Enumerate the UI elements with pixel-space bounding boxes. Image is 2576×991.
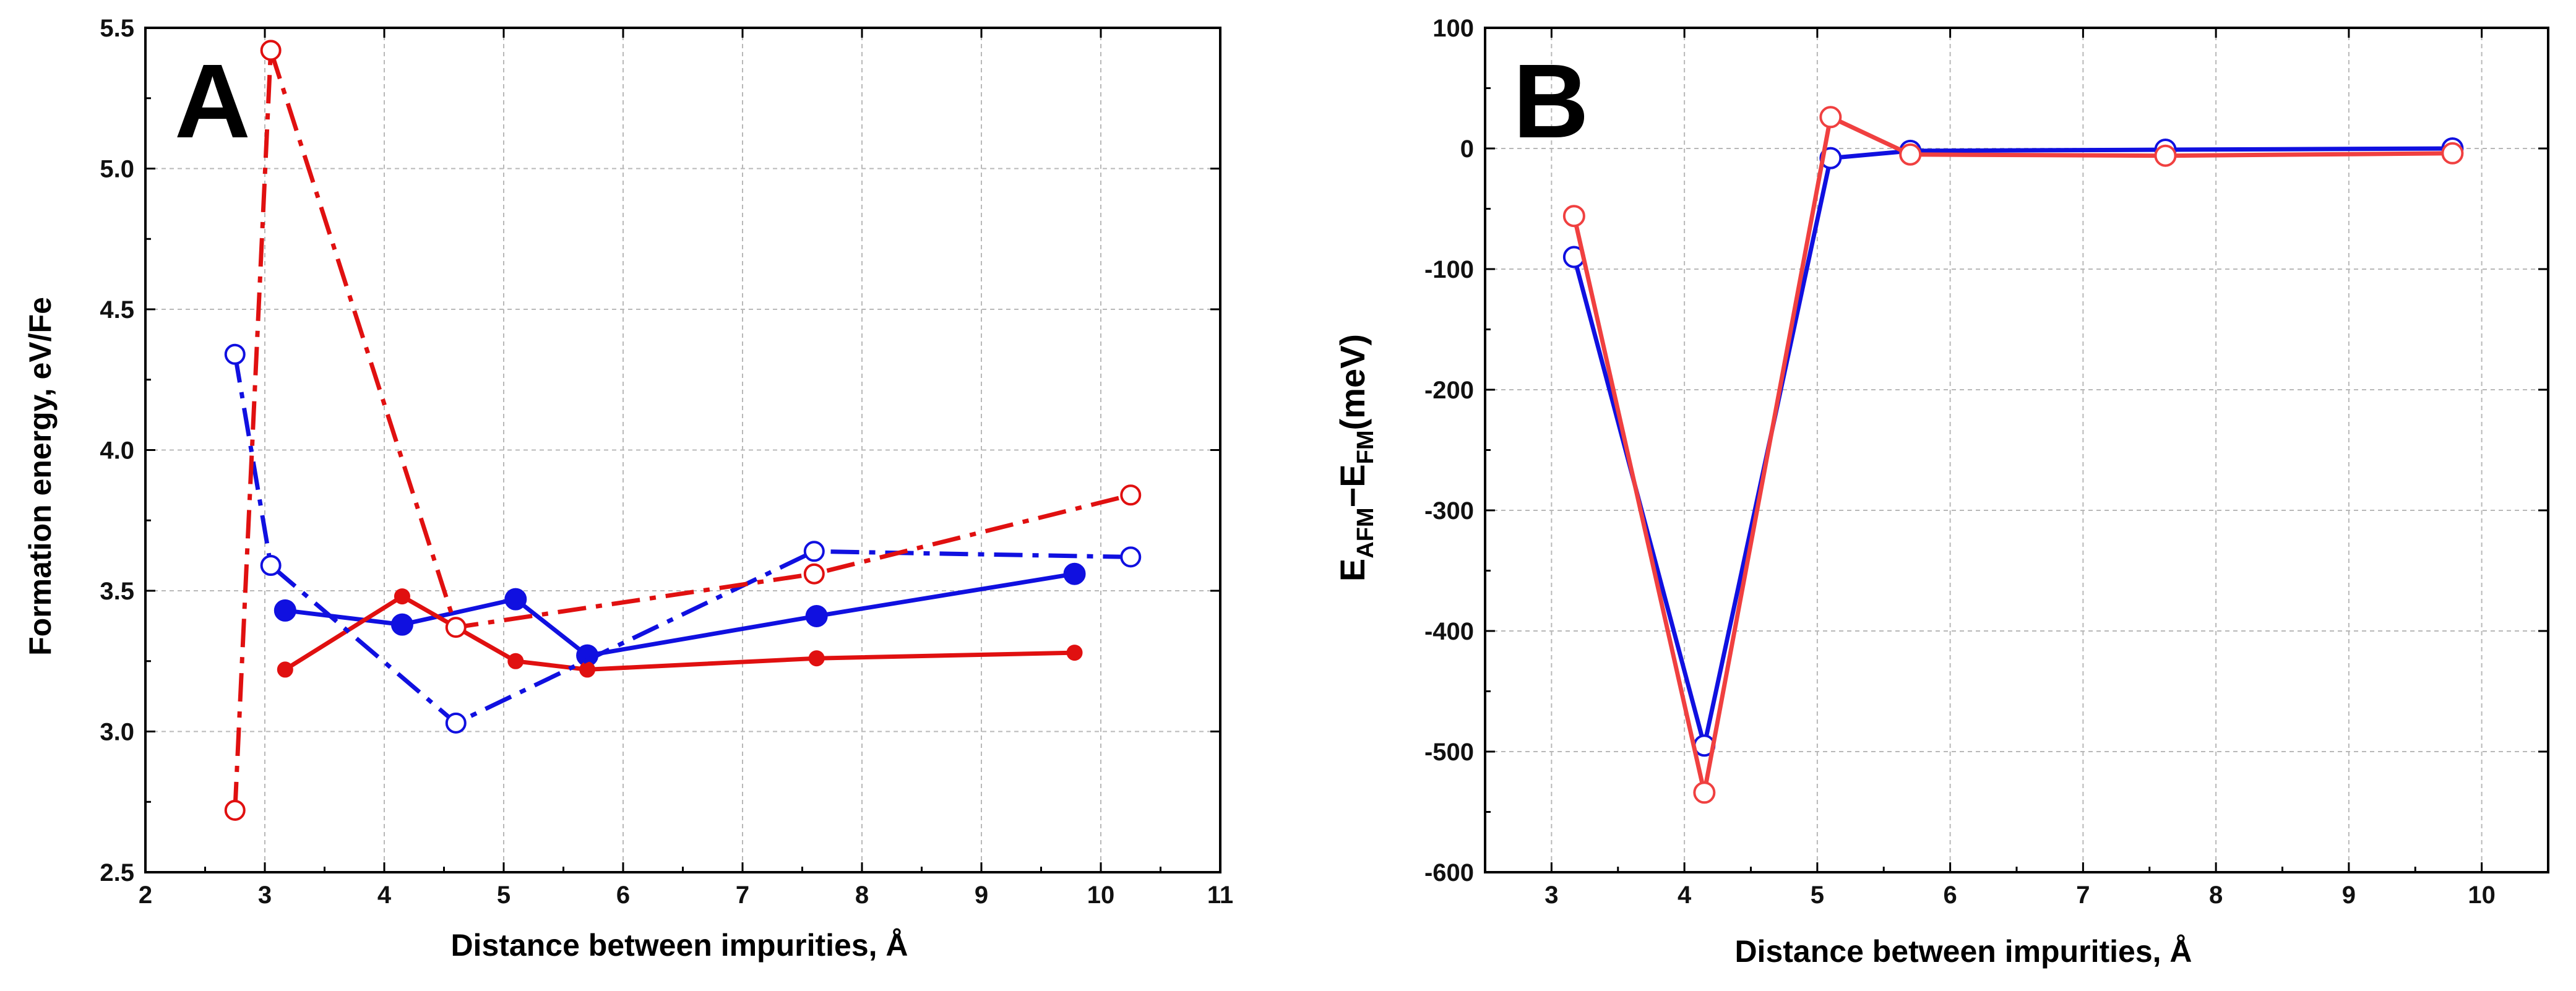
- data-point-a-blue-dashdot-open-1: [260, 555, 282, 577]
- data-point-a-blue-dashdot-open-3: [803, 541, 825, 562]
- data-point-b-red-1: [1693, 781, 1716, 804]
- data-point-a-red-solid-filled-0: [277, 661, 293, 678]
- grid-b: [1485, 28, 2548, 872]
- data-point-a-blue-dashdot-open-2: [445, 712, 467, 734]
- x-tick-labels-b: 3 4 5 6 7 8 9 10: [1544, 882, 2496, 909]
- y-tick-label-a-3: 4.0: [100, 437, 134, 465]
- y-tick-labels-a: 2.5 3.0 3.5 4.0 4.5 5.0 5.5: [100, 15, 134, 886]
- data-point-a-blue-solid-filled-0: [274, 599, 296, 622]
- series-line-b-red: [1572, 114, 2453, 795]
- x-tick-label-a-1: 3: [258, 882, 272, 909]
- ticks-b: [1485, 27, 2548, 873]
- x-tick-label-b-6: 9: [2342, 882, 2356, 909]
- data-point-a-blue-solid-filled-5: [1063, 562, 1086, 585]
- x-tick-label-a-4: 6: [616, 882, 630, 909]
- data-point-b-red-5: [2441, 142, 2464, 165]
- y-label-b-mid: −E: [1333, 464, 1372, 507]
- data-point-a-blue-solid-filled-2: [504, 588, 527, 611]
- y-label-b-sub2: FM: [1353, 430, 1379, 464]
- chart-panel-a: 2 3 4 5 6 7 8 9 10 11 2.5 3.0 3.5 4.0 4.5 5.0 5.5 A Dis…: [23, 15, 1233, 963]
- x-tick-label-b-4: 7: [2076, 882, 2090, 909]
- data-point-b-red-0: [1562, 205, 1585, 228]
- y-tick-label-a-4: 4.5: [100, 296, 134, 324]
- x-tick-label-a-2: 4: [377, 882, 392, 909]
- y-tick-label-a-2: 3.5: [100, 578, 134, 605]
- series-line-b-blue: [1572, 146, 2453, 748]
- y-tick-label-b-1: -500: [1424, 739, 1474, 766]
- x-tick-label-b-1: 4: [1678, 882, 1692, 909]
- data-point-a-red-dashdot-open-1: [260, 40, 282, 61]
- data-point-a-blue-dashdot-open-4: [1120, 546, 1142, 568]
- series-group-b: [1562, 106, 2464, 804]
- y-tick-label-b-3: -300: [1424, 497, 1474, 525]
- series-line-a-blue-solid-filled: [285, 572, 1075, 658]
- x-tick-label-a-0: 2: [139, 882, 152, 909]
- x-tick-label-a-5: 7: [736, 882, 749, 909]
- data-point-b-red-4: [2154, 144, 2177, 167]
- data-point-a-red-dashdot-open-0: [224, 799, 246, 821]
- ticks-a: [144, 27, 1221, 873]
- x-tick-label-b-5: 8: [2209, 882, 2223, 909]
- data-point-a-red-solid-filled-4: [808, 650, 825, 667]
- x-tick-label-a-9: 11: [1207, 882, 1233, 909]
- y-axis-label-a: Formation energy, eV/Fe: [23, 297, 58, 656]
- panel-letter-b: B: [1513, 43, 1589, 160]
- data-point-a-red-solid-filled-1: [394, 588, 410, 605]
- x-axis-label-a: Distance between impurities, Å: [450, 928, 908, 963]
- data-point-a-blue-solid-filled-4: [805, 604, 828, 627]
- y-tick-label-a-0: 2.5: [100, 859, 134, 886]
- data-point-a-red-solid-filled-3: [579, 661, 596, 678]
- x-axis-label-b: Distance between impurities, Å: [1734, 934, 2192, 969]
- y-tick-label-a-1: 3.0: [100, 719, 134, 746]
- data-point-a-blue-solid-filled-1: [390, 613, 413, 636]
- y-tick-label-b-2: -400: [1424, 618, 1474, 645]
- data-point-b-red-3: [1899, 143, 1922, 166]
- data-point-a-blue-dashdot-open-0: [224, 343, 246, 365]
- y-label-b-main: E: [1333, 559, 1372, 581]
- y-axis-label-b: EAFM−EFM(meV): [1333, 334, 1379, 581]
- y-tick-label-b-6: 0: [1460, 135, 1474, 163]
- x-tick-label-b-7: 10: [2468, 882, 2496, 909]
- x-tick-label-a-7: 9: [975, 882, 988, 909]
- panel-letter-a: A: [174, 43, 251, 160]
- y-label-b-sub1: AFM: [1353, 507, 1379, 558]
- data-point-a-red-dashdot-open-3: [803, 563, 825, 585]
- data-point-a-red-dashdot-open-2: [445, 617, 467, 638]
- y-tick-label-a-5: 5.0: [100, 156, 134, 183]
- y-tick-label-b-7: 100: [1432, 15, 1474, 42]
- data-point-b-red-2: [1819, 106, 1842, 129]
- grid-a: [145, 28, 1220, 872]
- x-tick-label-a-8: 10: [1087, 882, 1115, 909]
- x-tick-label-a-3: 5: [497, 882, 510, 909]
- y-tick-labels-b: -600 -500 -400 -300 -200 -100 0 100: [1424, 15, 1474, 886]
- series-group-a: [224, 40, 1142, 821]
- data-point-a-red-solid-filled-2: [507, 653, 524, 669]
- x-tick-label-b-0: 3: [1544, 882, 1558, 909]
- y-tick-label-a-6: 5.5: [100, 15, 134, 42]
- data-point-a-red-solid-filled-5: [1066, 645, 1083, 661]
- y-tick-label-b-4: -200: [1424, 377, 1474, 404]
- x-tick-label-a-6: 8: [855, 882, 869, 909]
- y-tick-label-b-5: -100: [1424, 256, 1474, 283]
- series-line-a-red-solid-filled: [283, 594, 1075, 672]
- chart-panel-b: 3 4 5 6 7 8 9 10 -600 -500 -400 -300 -200 -100 0 100 B…: [1333, 15, 2549, 969]
- x-tick-label-b-3: 6: [1944, 882, 1957, 909]
- x-tick-label-b-2: 5: [1811, 882, 1824, 909]
- y-label-b-tail: (meV): [1333, 334, 1372, 431]
- y-tick-label-b-0: -600: [1424, 859, 1474, 886]
- x-tick-labels-a: 2 3 4 5 6 7 8 9 10 11: [139, 882, 1233, 909]
- data-point-a-red-dashdot-open-4: [1120, 484, 1142, 506]
